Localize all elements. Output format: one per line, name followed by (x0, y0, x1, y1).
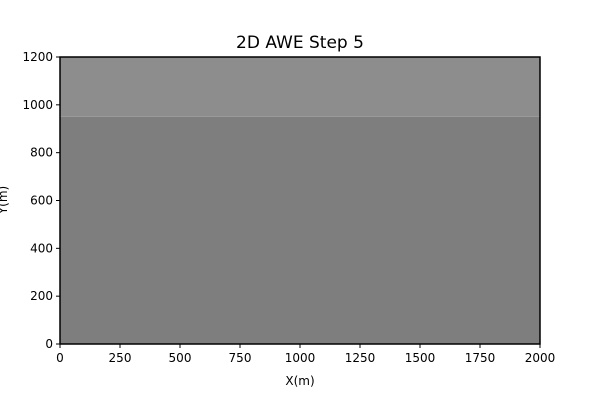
y-tick-label: 1200 (22, 50, 53, 64)
x-tick-label: 1500 (405, 351, 436, 365)
plot-frame (59, 56, 541, 345)
heatmap-region-1 (60, 57, 540, 117)
x-tick-label: 500 (169, 351, 192, 365)
x-tick-label: 250 (109, 351, 132, 365)
y-axis-ticks: 0 200 400 600 800 1000 1200 (22, 50, 60, 351)
x-axis-label: X(m) (285, 374, 314, 388)
y-tick-label: 200 (30, 289, 53, 303)
x-tick-label: 750 (229, 351, 252, 365)
y-tick-label: 600 (30, 194, 53, 208)
x-tick-label: 1250 (345, 351, 376, 365)
y-tick-label: 800 (30, 146, 53, 160)
x-tick-label: 0 (56, 351, 64, 365)
x-tick-label: 2000 (525, 351, 556, 365)
chart-title: 2D AWE Step 5 (236, 33, 364, 53)
x-tick-label: 1750 (465, 351, 496, 365)
y-axis-label: Y(m) (0, 186, 10, 215)
heatmap-region-0 (60, 116, 540, 345)
plot-regions (60, 57, 540, 345)
y-tick-label: 0 (45, 337, 53, 351)
x-axis-ticks: 0 250 500 750 1000 1250 1500 1750 2000 (56, 344, 555, 365)
y-tick-label: 400 (30, 241, 53, 255)
y-tick-label: 1000 (22, 98, 53, 112)
x-tick-label: 1000 (285, 351, 316, 365)
